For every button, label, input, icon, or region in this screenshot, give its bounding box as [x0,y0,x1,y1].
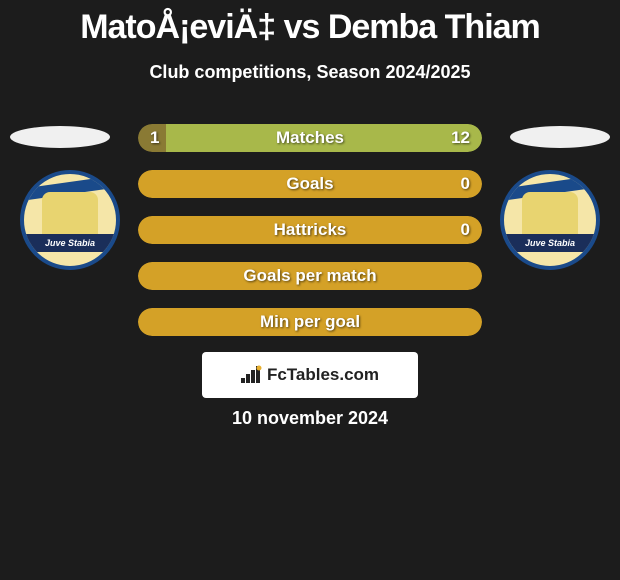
flag-right [510,126,610,148]
comparison-card: MatoÅ¡eviÄ‡ vs Demba Thiam Club competit… [0,0,620,580]
club-band-right: Juve Stabia [504,234,596,252]
club-band-left: Juve Stabia [24,234,116,252]
page-title: MatoÅ¡eviÄ‡ vs Demba Thiam [0,8,620,47]
footer-logo: FcTables.com [241,365,379,385]
club-logo-left: Juve Stabia [20,170,120,270]
flag-left [10,126,110,148]
stats-area: 112Matches 0Goals 0Hattricks Goals per matc… [138,124,482,354]
stat-label: Min per goal [138,308,482,336]
stat-row: 0Hattricks [138,216,482,244]
stat-label: Matches [138,124,482,152]
stat-row: 112Matches [138,124,482,152]
stat-row: 0Goals [138,170,482,198]
stat-label: Goals [138,170,482,198]
stat-row: Min per goal [138,308,482,336]
stat-label: Hattricks [138,216,482,244]
stat-row: Goals per match [138,262,482,290]
date-line: 10 november 2024 [0,408,620,429]
chart-icon [241,365,263,385]
footer-logo-text: FcTables.com [267,365,379,385]
subtitle: Club competitions, Season 2024/2025 [0,62,620,83]
club-logo-right: Juve Stabia [500,170,600,270]
stat-label: Goals per match [138,262,482,290]
footer-attribution: FcTables.com [202,352,418,398]
